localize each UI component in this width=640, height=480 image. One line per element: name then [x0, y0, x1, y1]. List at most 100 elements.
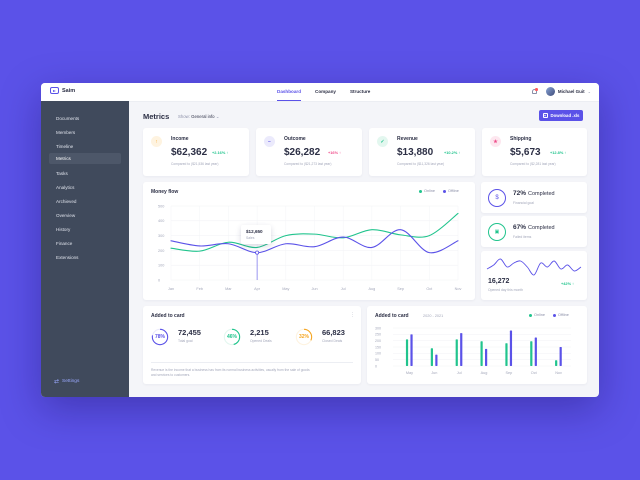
- top-nav: Dashboard Company Structure: [277, 83, 371, 102]
- sidebar-item-history[interactable]: History: [56, 227, 71, 232]
- x-tick-label: Oct: [426, 287, 433, 291]
- legend-online: Online: [419, 189, 435, 193]
- bar-online: [480, 341, 483, 366]
- nav-company[interactable]: Company: [315, 89, 336, 94]
- y-tick-label: 0: [158, 278, 160, 282]
- mini-value: 72,455: [178, 328, 201, 337]
- side-stat-desc: Financial goal: [513, 201, 534, 205]
- stat-value: $26,282: [284, 147, 321, 158]
- revenue-icon: ✓: [377, 136, 388, 147]
- stat-value: $13,880: [397, 147, 434, 158]
- x-tick-label: Apr: [254, 287, 261, 291]
- sidebar-item-members[interactable]: Members: [56, 130, 76, 135]
- download-label: Download .xls: [550, 113, 580, 118]
- x-tick-label: Aug: [369, 287, 376, 291]
- side-stat-failed[interactable]: ▣ 67% Completed Failed items: [481, 216, 587, 247]
- user-name: Michael Guit: [557, 89, 585, 94]
- side-stat-financial[interactable]: $ 72% Completed Financial goal: [481, 182, 587, 213]
- income-icon: ↑: [151, 136, 162, 147]
- sidebar-item-archieved[interactable]: Archieved: [56, 199, 77, 204]
- divider: [151, 362, 353, 363]
- x-tick-label: Jan: [168, 287, 174, 291]
- bars-legend: Online Offline: [529, 313, 569, 317]
- stat-sub: Compared to ($2,281 last year): [510, 162, 556, 166]
- bar-offline: [460, 333, 463, 366]
- app-window: Saim Dashboard Company Structure Michael…: [41, 83, 599, 397]
- bar-online: [405, 339, 409, 366]
- stat-card-outcome[interactable]: − Outcome $26,282 +16% ↑ Compared to ($2…: [256, 128, 362, 176]
- sparkline-chart: [486, 258, 582, 276]
- sidebar: Documents Members Timeline Metrics Tasks…: [41, 101, 129, 397]
- show-value: General info: [191, 114, 215, 119]
- stat-sub: Compared to ($11,326 last year): [397, 162, 445, 166]
- bar-offline: [435, 354, 438, 366]
- more-icon[interactable]: ⋮: [350, 312, 355, 318]
- download-icon: +: [542, 113, 548, 118]
- stat-value: $62,362: [171, 147, 208, 158]
- stat-card-shipping[interactable]: ★ Shipping $5,673 +12.8% ↑ Compared to (…: [482, 128, 587, 176]
- stat-value: $5,673: [510, 147, 541, 158]
- y-tick-label: 400: [158, 219, 164, 223]
- mini-label: Opened Deals: [250, 339, 272, 343]
- page-title: Metrics: [143, 112, 170, 121]
- sidebar-item-metrics[interactable]: Metrics: [49, 153, 121, 164]
- notification-bell-icon[interactable]: [531, 88, 538, 95]
- sidebar-item-tasks[interactable]: Tasks: [56, 171, 68, 176]
- nav-dashboard[interactable]: Dashboard: [277, 83, 301, 102]
- spark-value: 16,272: [488, 278, 510, 285]
- bar-offline: [509, 330, 513, 366]
- y-tick-label: 0: [375, 364, 377, 368]
- stat-change: +2.16% ↑: [212, 150, 229, 155]
- y-tick-label: 100: [158, 264, 164, 268]
- settings-label: Settings: [62, 379, 80, 384]
- ring-value: 32%: [299, 334, 310, 340]
- stat-card-income[interactable]: ↑ Income $62,362 +2.16% ↑ Compared to ($…: [143, 128, 249, 176]
- y-tick-label: 50: [375, 358, 379, 362]
- stat-label: Revenue: [397, 136, 418, 142]
- sidebar-item-documents[interactable]: Documents: [56, 116, 80, 121]
- x-tick-label: Jul: [341, 287, 346, 291]
- stat-sub: Compared to ($21,536 last year): [171, 162, 219, 166]
- top-bar: Saim Dashboard Company Structure Michael…: [41, 83, 599, 102]
- sidebar-item-analytics[interactable]: Analytics: [56, 185, 75, 190]
- sidebar-item-overview[interactable]: Overview: [56, 213, 76, 218]
- bar-online: [555, 360, 558, 366]
- user-menu[interactable]: Michael Guit ⌄: [545, 87, 591, 96]
- tooltip-label: Sales: [246, 236, 255, 240]
- user-area: Michael Guit ⌄: [531, 87, 591, 96]
- sidebar-item-finance[interactable]: Finance: [56, 241, 73, 246]
- ring-closed-deals: [295, 328, 313, 346]
- money-flow-chart: 0 100 200 300 400 500 Jan Feb Mar Apr May Jun Jul Aug…: [158, 204, 461, 291]
- show-filter[interactable]: Show: General info ⌄: [178, 114, 219, 120]
- spark-desc: Opened day this month: [488, 288, 524, 292]
- nav-structure[interactable]: Structure: [349, 89, 371, 94]
- x-tick-label: Jul: [457, 371, 462, 375]
- side-stat-value: 72% Completed: [513, 190, 555, 197]
- x-tick-label: Jun: [311, 287, 317, 291]
- lock-icon: ▣: [488, 223, 506, 241]
- settings-link[interactable]: ⇄ Settings: [54, 378, 79, 385]
- added-card-right: Added to card 2020 - 2021 Online Offline…: [367, 306, 587, 384]
- side-stat-value: 67% Completed: [513, 224, 555, 231]
- y-tick-label: 200: [375, 339, 381, 343]
- bar-online: [455, 339, 458, 366]
- bar-online: [430, 348, 433, 366]
- app-logo[interactable]: Saim: [50, 87, 75, 94]
- stat-card-revenue[interactable]: ✓ Revenue $13,880 +10.2% ↑ Compared to (…: [369, 128, 475, 176]
- ring-value: 78%: [155, 334, 166, 340]
- sparkline: [486, 258, 582, 276]
- spark-card: 16,272 +42% ↑ Opened day this month: [481, 251, 587, 300]
- download-button[interactable]: + Download .xls: [539, 110, 583, 121]
- sidebar-item-extensions[interactable]: Extensions: [56, 255, 79, 260]
- mini-label: Closed Deals: [322, 339, 343, 343]
- x-tick-label: Sep: [505, 371, 512, 375]
- money-flow-title: Money flow: [151, 189, 179, 195]
- play-logo-icon: [50, 87, 59, 94]
- avatar: [545, 87, 555, 96]
- y-tick-label: 300: [158, 234, 164, 238]
- sidebar-item-timeline[interactable]: Timeline: [56, 144, 74, 149]
- x-tick-label: May: [282, 287, 289, 291]
- dollar-icon: $: [488, 189, 506, 207]
- money-flow-card: Money flow Online Offline 0 100 200 300 400 5…: [143, 182, 475, 300]
- y-tick-label: 500: [158, 204, 164, 208]
